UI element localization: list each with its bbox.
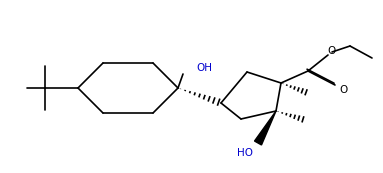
Text: O: O [339, 85, 347, 95]
Text: HO: HO [237, 148, 253, 158]
Text: O: O [328, 46, 336, 56]
Text: OH: OH [196, 63, 212, 73]
Polygon shape [255, 111, 276, 145]
